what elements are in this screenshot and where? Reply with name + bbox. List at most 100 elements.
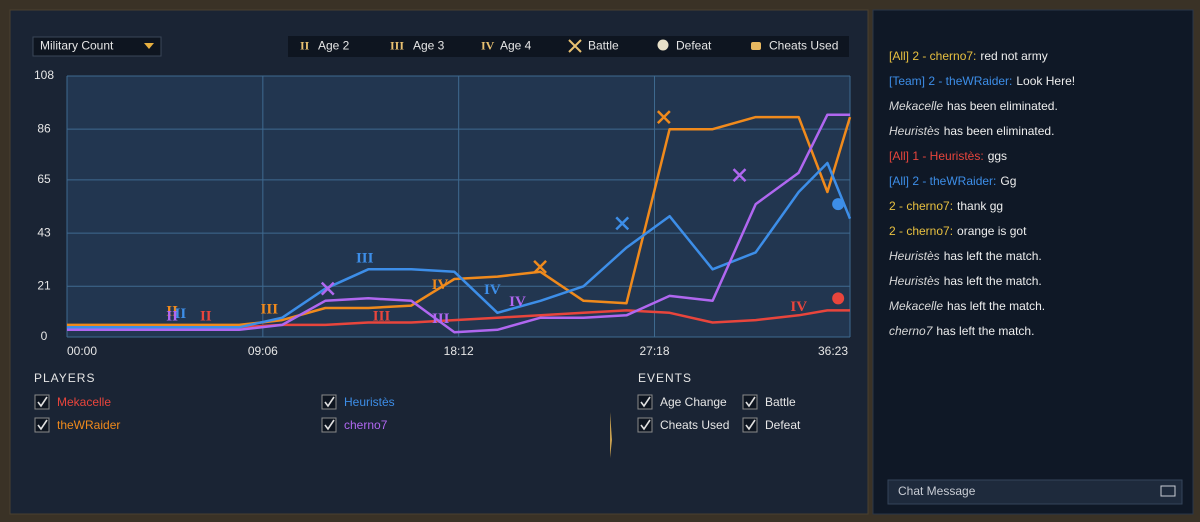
battle-marker [615, 216, 630, 231]
defeat-marker [832, 292, 845, 305]
checkmark [324, 419, 335, 431]
y-tick-label: 65 [37, 172, 51, 186]
legend-label: Cheats Used [769, 39, 838, 53]
legend-label: Age 3 [413, 39, 445, 53]
y-tick-label: 0 [41, 329, 48, 343]
chat-message: Mekacelle has been eliminated. [889, 99, 1058, 113]
chat-input-box[interactable] [887, 479, 1183, 505]
age-marker: III [373, 309, 391, 325]
age-marker: II [200, 309, 212, 325]
age-marker: II [174, 306, 186, 322]
legend-label: Age 2 [318, 39, 350, 53]
chat-body: thank gg [957, 199, 1003, 213]
player-name: theWRaider [57, 418, 120, 432]
checkmark [745, 419, 756, 431]
checkmark [37, 396, 48, 408]
legend-symbol: III [390, 38, 404, 52]
chat-body: Gg [1000, 174, 1016, 188]
chat-body: Look Here! [1016, 74, 1075, 88]
event-name: Battle [765, 395, 796, 409]
chat-body: has left the match. [936, 324, 1034, 338]
checkmark [640, 419, 651, 431]
chat-sender: [All] 1 - Heuristès: [889, 149, 984, 163]
age-marker: IV [790, 299, 807, 315]
chat-body: ggs [988, 149, 1007, 163]
checkmark [37, 419, 48, 431]
age-marker: IV [432, 277, 449, 293]
chat-message: 2 - cherno7: thank gg [889, 199, 1003, 213]
y-tick-label: 43 [37, 225, 51, 239]
chat-message: Heuristès has been eliminated. [889, 124, 1054, 138]
series-line [67, 113, 850, 334]
y-tick-label: 86 [37, 121, 51, 135]
chat-sender: Heuristès [889, 249, 940, 263]
chat-body: has left the match. [947, 299, 1045, 313]
players-title: PLAYERS [34, 371, 95, 385]
chat-sender: 2 - cherno7: [889, 224, 953, 238]
age-marker: IV [484, 282, 501, 298]
battle-icon [568, 39, 582, 53]
chat-message: Heuristès has left the match. [889, 249, 1042, 263]
chat-body: has left the match. [944, 249, 1042, 263]
legend-label: Defeat [676, 39, 712, 53]
legend-label: Battle [588, 39, 619, 53]
chat-message: [Team] 2 - theWRaider: Look Here! [889, 74, 1075, 88]
chat-sender: Mekacelle [889, 99, 943, 113]
chat-placeholder: Chat Message [898, 484, 976, 498]
battle-marker [320, 281, 335, 296]
legend-symbol: II [300, 38, 310, 52]
dropdown[interactable]: Military Count [32, 36, 162, 57]
age-marker: II [166, 304, 178, 320]
chat-message: 2 - cherno7: orange is got [889, 224, 1027, 238]
chat-message: cherno7 has left the match. [889, 324, 1034, 338]
divider [610, 412, 612, 458]
age-marker: IV [509, 294, 526, 310]
chat-sender: Mekacelle [889, 299, 943, 313]
age-marker: II [166, 309, 178, 325]
chat-send-icon[interactable] [1160, 485, 1176, 497]
chat-body: has left the match. [944, 274, 1042, 288]
event-name: Cheats Used [660, 418, 729, 432]
defeat-marker [832, 198, 845, 211]
dropdown-box[interactable] [32, 36, 162, 57]
chat-body: has been eliminated. [947, 99, 1058, 113]
chat-message: Heuristès has left the match. [889, 274, 1042, 288]
chat-sender: 2 - cherno7: [889, 199, 953, 213]
defeat-icon [657, 39, 669, 51]
dropdown-arrow [144, 43, 154, 49]
chat-message: [All] 2 - theWRaider: Gg [889, 174, 1016, 188]
events-title: EVENTS [638, 371, 692, 385]
series-line [67, 161, 852, 329]
legend-symbol: IV [481, 38, 495, 52]
x-tick-label: 36:23 [818, 344, 848, 358]
x-tick-label: 09:06 [248, 344, 278, 358]
x-tick-label: 18:12 [444, 344, 474, 358]
player-name: Mekacelle [57, 395, 111, 409]
checkmark [324, 396, 335, 408]
battle-marker [533, 260, 547, 274]
legend-bar [288, 36, 849, 57]
chat-panel [872, 9, 1194, 515]
series-line [67, 115, 852, 327]
player-name: Heuristès [344, 395, 395, 409]
event-name: Age Change [660, 395, 727, 409]
player-name: cherno7 [344, 418, 388, 432]
legend-label: Age 4 [500, 39, 532, 53]
battle-marker [732, 168, 747, 182]
checkmark [640, 396, 651, 408]
x-tick-label: 27:18 [640, 344, 670, 358]
chat-sender: [All] 2 - cherno7: [889, 49, 976, 63]
chat-sender: Heuristès [889, 274, 940, 288]
chat-input[interactable]: Chat Message [887, 479, 1183, 505]
chat-sender: Heuristès [889, 124, 940, 138]
chat-sender: [All] 2 - theWRaider: [889, 174, 996, 188]
battle-marker [656, 110, 671, 124]
chat-message: Mekacelle has left the match. [889, 299, 1045, 313]
chat-body: red not army [980, 49, 1047, 63]
chat-sender: [Team] 2 - theWRaider: [889, 74, 1012, 88]
age-marker: III [261, 301, 279, 317]
chat-body: has been eliminated. [944, 124, 1055, 138]
chat-message: [All] 2 - cherno7: red not army [889, 49, 1048, 63]
chat-sender: cherno7 [889, 324, 934, 338]
